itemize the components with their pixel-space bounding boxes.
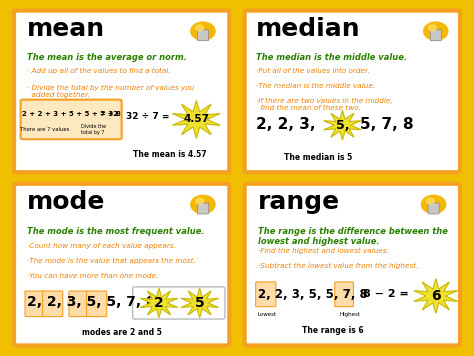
Text: Lowest: Lowest xyxy=(258,313,277,318)
FancyBboxPatch shape xyxy=(43,291,63,316)
Polygon shape xyxy=(324,110,361,140)
Text: range: range xyxy=(258,190,340,214)
Text: 2 + 2 + 3 + 5 + 5 + 7 + 8: 2 + 2 + 3 + 5 + 5 + 7 + 8 xyxy=(22,111,120,117)
FancyBboxPatch shape xyxy=(14,11,229,172)
FancyBboxPatch shape xyxy=(87,291,107,316)
Text: 4.57: 4.57 xyxy=(183,114,210,125)
Text: 2, 2, 3, 5, 5, 7, 8: 2, 2, 3, 5, 5, 7, 8 xyxy=(27,295,156,309)
FancyBboxPatch shape xyxy=(21,100,122,139)
Circle shape xyxy=(424,22,448,40)
Text: 5,: 5, xyxy=(336,119,349,132)
Text: ·Find the highest and lowest values.: ·Find the highest and lowest values. xyxy=(258,248,389,254)
Text: ·The median is the middle value.: ·The median is the middle value. xyxy=(255,83,375,89)
Text: 2, 2, 3, 5, 5, 7, 8: 2, 2, 3, 5, 5, 7, 8 xyxy=(258,288,368,301)
Text: The mean is 4.57: The mean is 4.57 xyxy=(133,150,206,158)
Text: ·If there are two values in the middle,
  find the mean of these two.: ·If there are two values in the middle, … xyxy=(255,98,392,111)
Text: · Add up all of the values to find a total.: · Add up all of the values to find a tot… xyxy=(27,68,171,74)
Text: ·Put all of the values into order.: ·Put all of the values into order. xyxy=(255,68,369,74)
Text: 2: 2 xyxy=(154,296,164,310)
Text: · Divide the total by the number of values you
  added together.: · Divide the total by the number of valu… xyxy=(27,85,194,98)
Text: = 32: = 32 xyxy=(100,111,118,117)
FancyBboxPatch shape xyxy=(14,184,229,345)
Text: Divide the
total by 7: Divide the total by 7 xyxy=(81,124,106,135)
Circle shape xyxy=(426,198,434,204)
Text: The range is 6: The range is 6 xyxy=(301,326,363,335)
FancyBboxPatch shape xyxy=(335,282,354,307)
FancyBboxPatch shape xyxy=(133,287,225,319)
Text: ·The mode is the value that appears the most.: ·The mode is the value that appears the … xyxy=(27,258,196,264)
Polygon shape xyxy=(181,288,219,318)
Circle shape xyxy=(196,25,204,31)
FancyBboxPatch shape xyxy=(245,184,460,345)
Text: modes are 2 and 5: modes are 2 and 5 xyxy=(82,328,162,337)
Text: 32 ÷ 7 =: 32 ÷ 7 = xyxy=(126,112,170,121)
FancyBboxPatch shape xyxy=(25,291,45,316)
Polygon shape xyxy=(140,288,178,318)
Text: ·Count how many of each value appears.: ·Count how many of each value appears. xyxy=(27,243,176,249)
FancyBboxPatch shape xyxy=(69,291,89,316)
FancyBboxPatch shape xyxy=(245,11,460,172)
Text: 5, 7, 8: 5, 7, 8 xyxy=(360,117,414,132)
FancyBboxPatch shape xyxy=(255,282,276,307)
Text: ·You can have more than one mode.: ·You can have more than one mode. xyxy=(27,273,159,279)
FancyBboxPatch shape xyxy=(428,203,439,214)
Polygon shape xyxy=(173,100,220,138)
Text: The mean is the average or norm.: The mean is the average or norm. xyxy=(27,53,187,62)
Text: There are 7 values: There are 7 values xyxy=(20,127,70,132)
Circle shape xyxy=(191,22,215,40)
Text: ·Subtract the lowest value from the highest.: ·Subtract the lowest value from the high… xyxy=(258,263,418,269)
Circle shape xyxy=(428,25,437,31)
Polygon shape xyxy=(414,279,458,313)
Text: Highest: Highest xyxy=(339,313,360,318)
Text: The median is 5: The median is 5 xyxy=(284,153,352,162)
Text: The mode is the most frequent value.: The mode is the most frequent value. xyxy=(27,227,205,236)
FancyBboxPatch shape xyxy=(198,203,209,214)
FancyBboxPatch shape xyxy=(430,30,441,41)
Text: 2, 2, 3,: 2, 2, 3, xyxy=(255,117,315,132)
Text: mode: mode xyxy=(27,190,106,214)
Circle shape xyxy=(421,195,446,214)
Circle shape xyxy=(196,198,204,204)
Text: The range is the difference between the
lowest and highest value.: The range is the difference between the … xyxy=(258,227,448,246)
Text: 5: 5 xyxy=(195,296,205,310)
Text: median: median xyxy=(255,17,360,41)
Text: mean: mean xyxy=(27,17,105,41)
Text: 6: 6 xyxy=(431,289,441,303)
Text: 8 − 2 =: 8 − 2 = xyxy=(363,289,409,299)
Circle shape xyxy=(191,195,215,214)
Text: The median is the middle value.: The median is the middle value. xyxy=(255,53,407,62)
FancyBboxPatch shape xyxy=(198,30,209,41)
